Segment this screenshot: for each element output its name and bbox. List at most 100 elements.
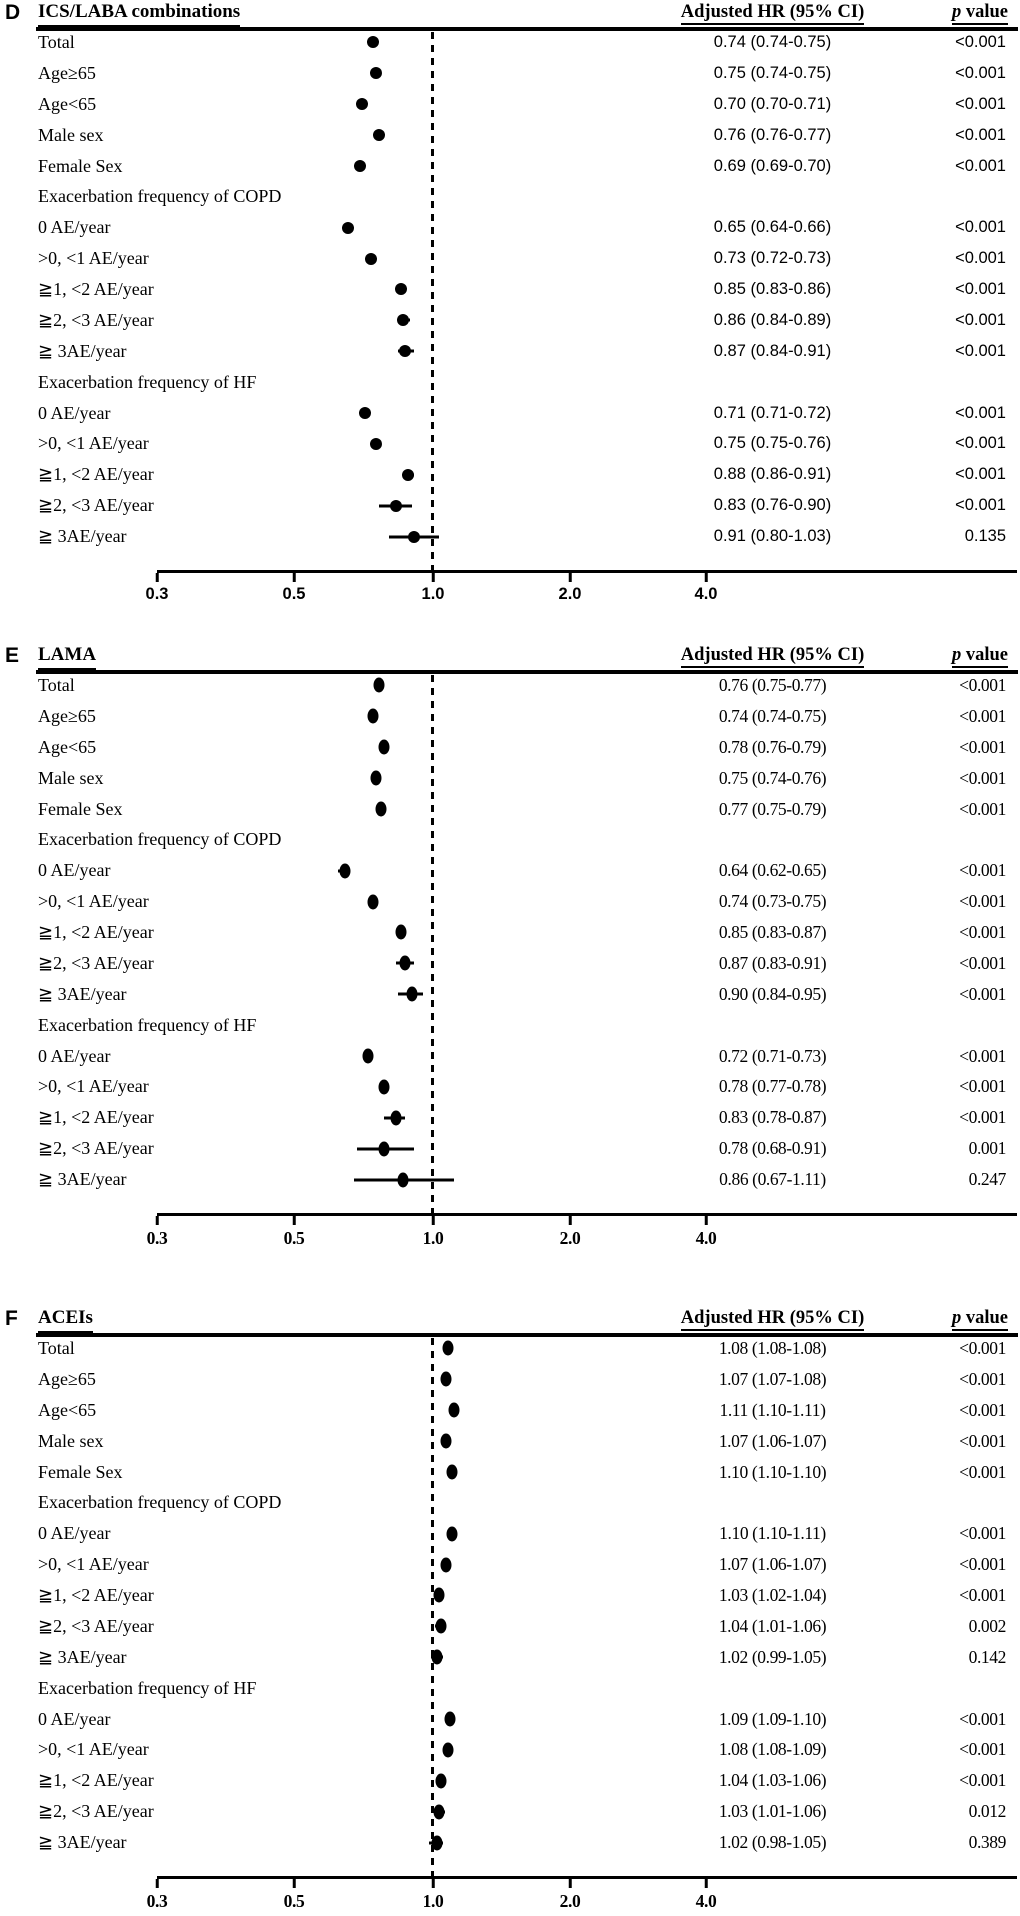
hr-value: 1.09 (1.09-1.10): [718, 1708, 827, 1729]
p-value: <0.001: [959, 767, 1006, 788]
group-header-label: Exacerbation frequency of COPD: [38, 186, 282, 207]
hr-value: 0.74 (0.73-0.75): [718, 891, 827, 912]
row-label: Age<65: [38, 93, 97, 114]
forest-dot: [440, 1371, 452, 1387]
panel-title: ICS/LABA combinations: [38, 0, 241, 27]
row-label: Total: [38, 32, 75, 52]
row-label: ≧2, <3 AE/year: [38, 309, 154, 330]
group-header-label: Exacerbation frequency of HF: [38, 1014, 257, 1035]
hr-value: 0.74 (0.74-0.75): [718, 705, 827, 726]
p-value: <0.001: [959, 1770, 1006, 1791]
row-label: >0, <1 AE/year: [38, 1076, 149, 1097]
p-value: <0.001: [959, 1554, 1006, 1575]
hr-value: 0.83 (0.78-0.87): [718, 1107, 827, 1128]
hr-value: 0.72 (0.71-0.73): [718, 1045, 827, 1066]
axis-tick: [155, 573, 159, 582]
p-column-header: p value: [900, 643, 1013, 668]
row-label: Female Sex: [38, 1461, 123, 1482]
panel-title: ACEIs: [38, 1306, 93, 1333]
forest-dot: [448, 1402, 460, 1418]
panel-e: E LAMA Adjusted HR (95% CI) p value Tota…: [0, 643, 1020, 1286]
axis-tick-label: 1.0: [422, 1891, 444, 1911]
hr-value: 1.03 (1.02-1.04): [718, 1585, 827, 1606]
p-value: <0.001: [955, 280, 1006, 299]
row-label: ≧2, <3 AE/year: [38, 1615, 154, 1636]
p-value: <0.001: [955, 403, 1006, 422]
forest-dot: [399, 955, 411, 971]
p-value: 0.389: [968, 1832, 1007, 1853]
hr-value: 1.02 (0.99-1.05): [718, 1646, 827, 1667]
p-value: <0.001: [955, 310, 1006, 329]
row-label: Female Sex: [38, 798, 123, 819]
hr-value: 0.87 (0.84-0.91): [713, 341, 832, 360]
p-value: <0.001: [955, 341, 1006, 360]
row-label: 0 AE/year: [38, 1708, 111, 1729]
row-label: 0 AE/year: [38, 402, 111, 423]
row-label: Age<65: [38, 1399, 97, 1420]
forest-dot: [433, 1587, 445, 1603]
forest-dot: [442, 1340, 454, 1356]
hr-value: 0.85 (0.83-0.86): [713, 280, 832, 299]
p-header-rest: value: [961, 645, 1008, 665]
axis-tick-label: 2.0: [559, 1228, 581, 1248]
row-label: Total: [38, 1338, 75, 1358]
p-column-header: p value: [900, 0, 1013, 25]
p-value: 0.012: [968, 1801, 1007, 1822]
row-label: Age<65: [38, 736, 97, 757]
axis-tick-label: 1.0: [421, 585, 445, 603]
axis-tick-label: 0.5: [283, 1228, 305, 1248]
row-label: ≧ 3AE/year: [38, 526, 127, 547]
axis-tick: [292, 1879, 296, 1888]
forest-dot: [339, 863, 351, 879]
hr-value: 1.07 (1.06-1.07): [718, 1430, 827, 1451]
hr-value: 0.75 (0.74-0.76): [718, 767, 827, 788]
p-value: 0.247: [968, 1169, 1007, 1190]
header-rule: [36, 670, 1018, 674]
p-column-header: p value: [900, 1306, 1013, 1331]
row-label: 0 AE/year: [38, 217, 111, 238]
forest-dot: [378, 1141, 390, 1157]
row-label: ≧1, <2 AE/year: [38, 1770, 154, 1791]
axis-tick: [431, 573, 435, 582]
row-label: >0, <1 AE/year: [38, 433, 149, 454]
axis-tick: [292, 1216, 296, 1225]
row-label: ≧2, <3 AE/year: [38, 952, 154, 973]
row-label: Age≥65: [38, 1368, 96, 1389]
forest-dot: [362, 1048, 374, 1064]
p-value: <0.001: [959, 1739, 1006, 1760]
hr-value: 0.69 (0.69-0.70): [713, 156, 832, 175]
row-label: ≧ 3AE/year: [38, 1646, 127, 1667]
row-label: Male sex: [38, 767, 104, 788]
panel-letter: E: [5, 644, 20, 667]
forest-dot: [395, 924, 407, 940]
p-header-italic: p: [951, 2, 962, 22]
p-value: <0.001: [959, 1045, 1006, 1066]
p-value: <0.001: [959, 1399, 1006, 1420]
forest-dot: [444, 1711, 456, 1727]
hr-value: 0.71 (0.71-0.72): [713, 403, 832, 422]
p-value: 0.001: [968, 1138, 1007, 1159]
axis-tick-label: 0.3: [146, 1891, 168, 1911]
p-value: <0.001: [955, 218, 1006, 237]
forest-dot: [399, 345, 412, 358]
axis-tick: [704, 573, 708, 582]
axis-tick: [431, 1879, 435, 1888]
p-value: <0.001: [955, 156, 1006, 175]
forest-dot: [442, 1742, 454, 1758]
hr-value: 0.86 (0.67-1.11): [719, 1169, 826, 1190]
p-value: <0.001: [955, 434, 1006, 453]
forest-dot: [394, 283, 407, 296]
forest-dot: [408, 530, 421, 543]
row-label: Male sex: [38, 1430, 104, 1451]
axis-line: [157, 570, 1017, 573]
p-header-italic: p: [951, 1308, 962, 1328]
p-value: <0.001: [959, 983, 1006, 1004]
axis-tick: [292, 573, 296, 582]
p-value: <0.001: [959, 736, 1006, 757]
forest-dot: [367, 708, 379, 724]
hr-value: 0.75 (0.74-0.75): [713, 63, 832, 82]
p-value: <0.001: [959, 1430, 1006, 1451]
forest-dot: [397, 314, 410, 327]
p-value: <0.001: [959, 675, 1006, 695]
p-value: 0.002: [968, 1615, 1007, 1636]
